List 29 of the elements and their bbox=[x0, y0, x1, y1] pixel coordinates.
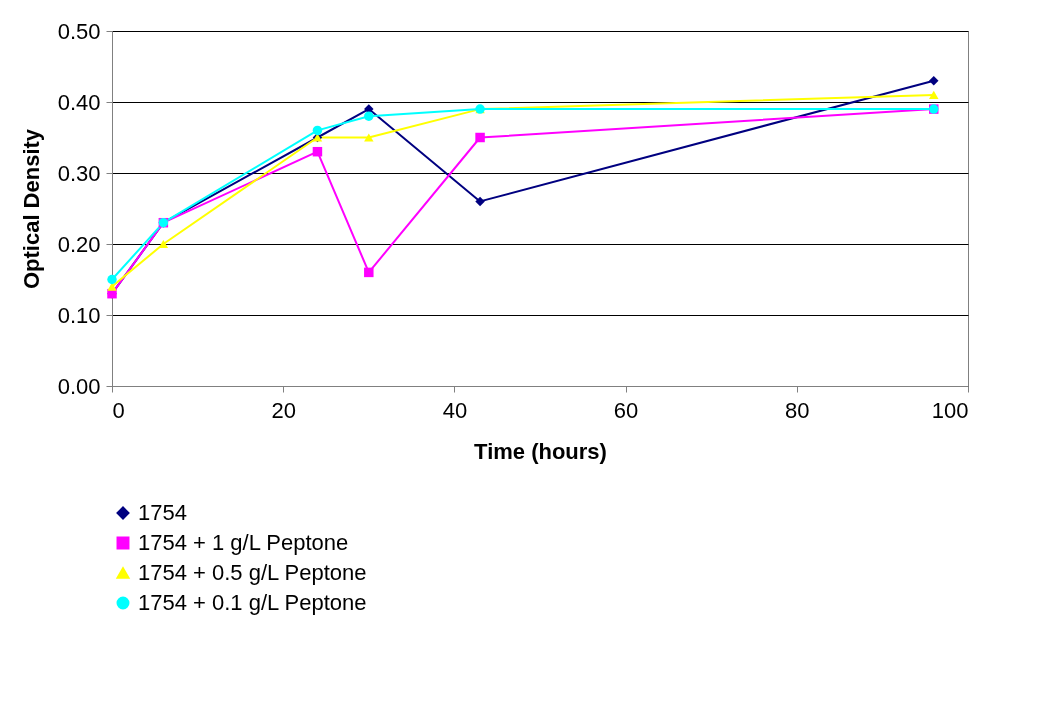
point bbox=[158, 239, 169, 249]
point bbox=[929, 75, 939, 86]
y-tick-label: 0.10 bbox=[57, 302, 101, 328]
legend-label: 1754 + 0.5 g/L Peptone bbox=[138, 560, 367, 585]
x-tick-label: 20 bbox=[271, 397, 296, 423]
y-tick-label: 0.50 bbox=[57, 18, 101, 44]
y-tick-label: 0.20 bbox=[57, 231, 101, 257]
x-tick-label: 40 bbox=[442, 397, 468, 423]
x-axis-title: Time (hours) bbox=[474, 438, 607, 464]
point bbox=[312, 125, 323, 136]
point bbox=[107, 274, 117, 285]
y-tick-label: 0.30 bbox=[57, 160, 101, 186]
legend-label: 1754 + 1 g/L Peptone bbox=[138, 530, 349, 555]
point bbox=[475, 132, 485, 143]
point bbox=[364, 133, 374, 142]
x-tick-label: 80 bbox=[785, 397, 810, 423]
point bbox=[475, 196, 485, 207]
legend-label: 1754 + 0.1 g/L Peptone bbox=[138, 590, 367, 615]
point bbox=[929, 90, 939, 100]
x-tick-label: 0 bbox=[112, 397, 125, 423]
legend-label: 1754 bbox=[138, 500, 187, 525]
x-tick-label: 60 bbox=[613, 397, 639, 423]
y-tick-label: 0.40 bbox=[57, 89, 101, 115]
point bbox=[312, 146, 323, 157]
y-tick-label: 0.00 bbox=[57, 373, 101, 399]
point bbox=[364, 267, 374, 278]
y-axis-title: Optical Density bbox=[18, 128, 44, 290]
x-tick-label: 100 bbox=[931, 397, 969, 423]
point bbox=[364, 111, 374, 121]
